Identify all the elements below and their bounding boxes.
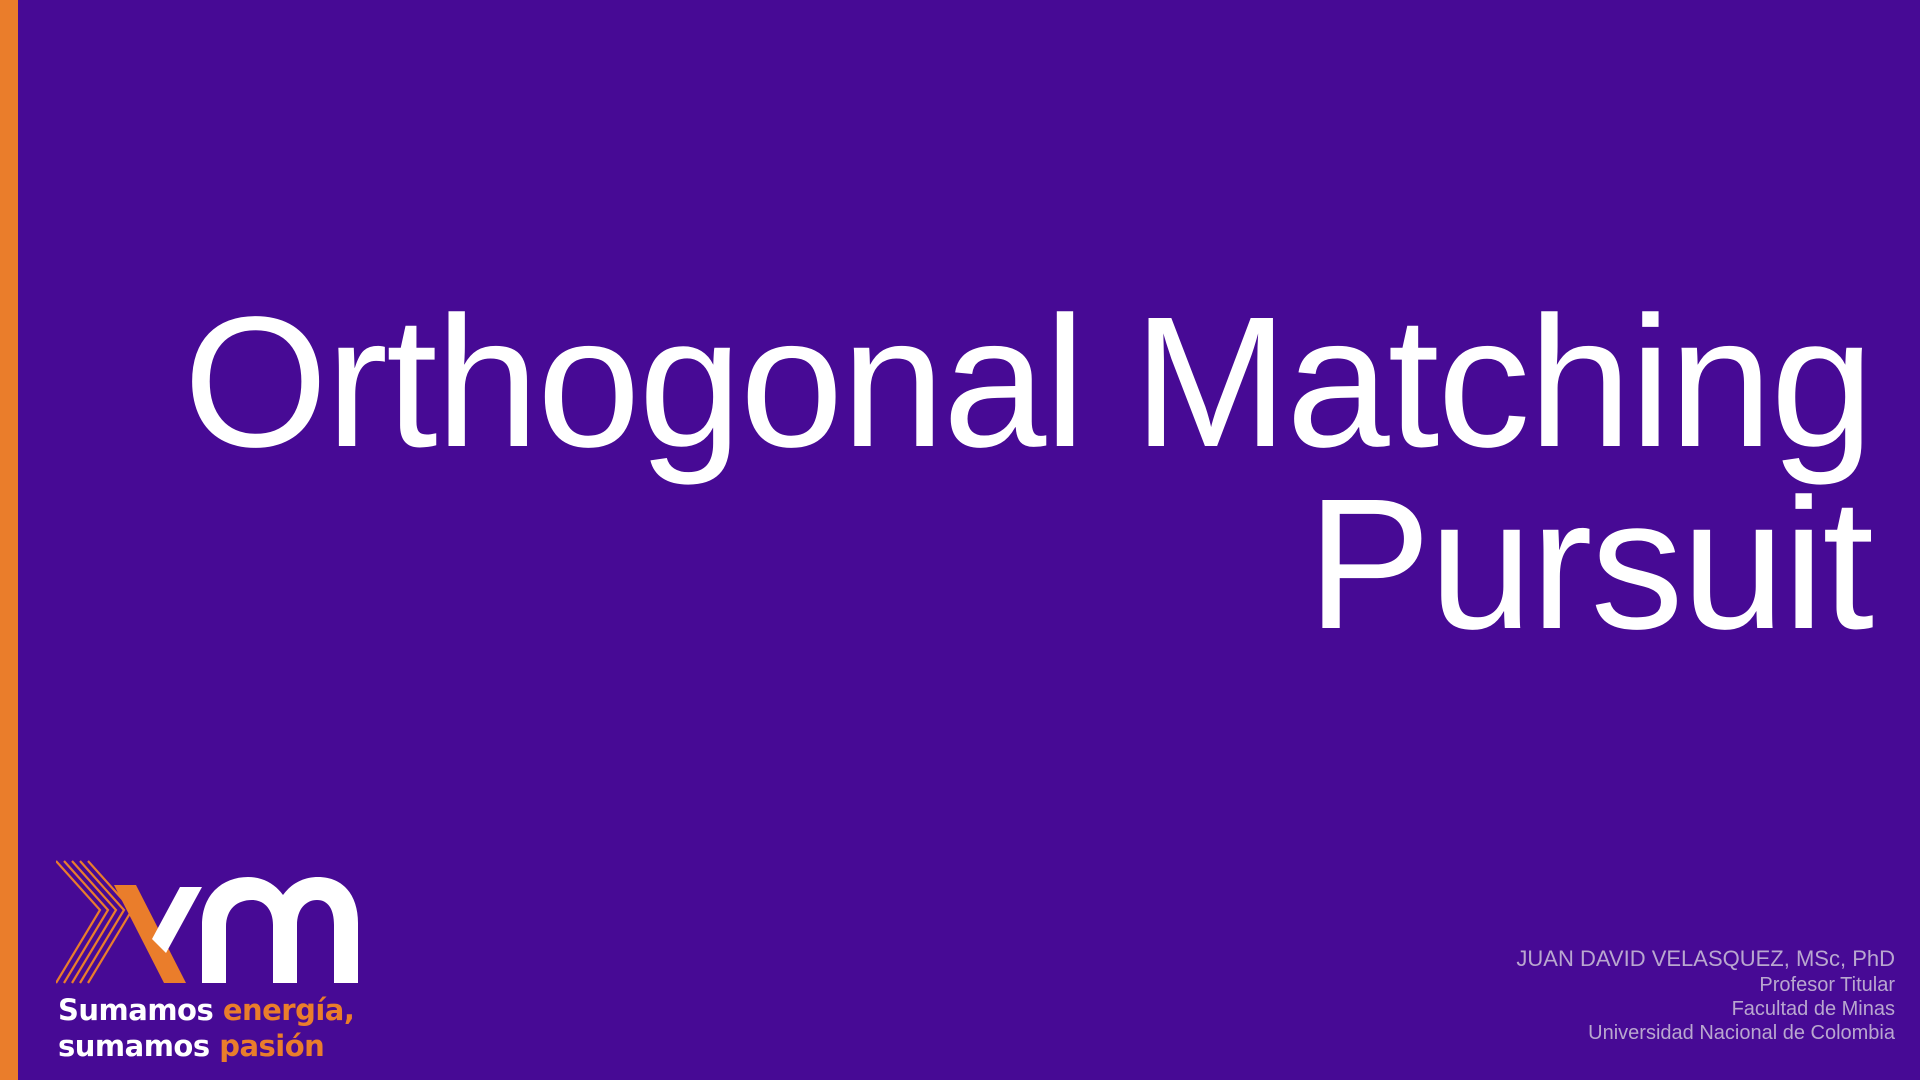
accent-bar: [0, 0, 18, 1080]
xm-logo-mark: [56, 860, 358, 984]
tagline-text: Sumamos: [58, 993, 223, 1027]
author-university: Universidad Nacional de Colombia: [1588, 1022, 1895, 1044]
slide-title-line-1: Orthogonal Matching: [183, 279, 1874, 486]
author-name: JUAN DAVID VELASQUEZ, MSc, PhD: [1516, 946, 1895, 971]
tagline-highlight: pasión: [219, 1029, 325, 1063]
tagline-line-1: Sumamos energía,: [58, 992, 355, 1028]
slide-title: Orthogonal Matching Pursuit: [112, 279, 1874, 668]
slide-title-line-2: Pursuit: [1307, 461, 1874, 668]
tagline-line-2: sumamos pasión: [58, 1028, 354, 1064]
tagline-text: sumamos: [58, 1029, 220, 1063]
logo-tagline: Sumamos energía, sumamos pasión: [58, 992, 355, 1064]
tagline-highlight: energía,: [222, 993, 355, 1027]
author-faculty: Facultad de Minas: [1731, 998, 1895, 1020]
author-block: JUAN DAVID VELASQUEZ, MSc, PhD Profesor …: [1516, 945, 1895, 1045]
xm-logo: Sumamos energía, sumamos pasión: [56, 855, 376, 1065]
author-position: Profesor Titular: [1759, 974, 1895, 996]
